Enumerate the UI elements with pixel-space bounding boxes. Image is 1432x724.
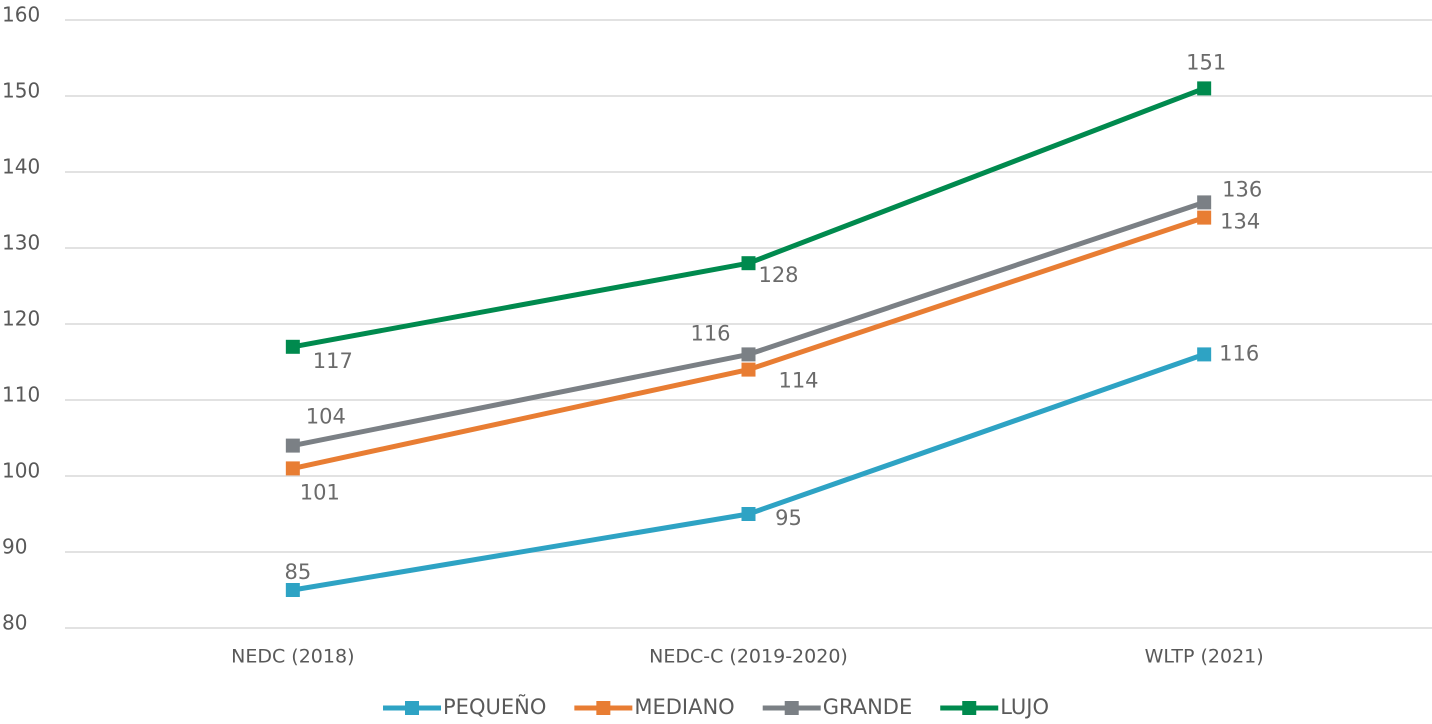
legend-label: PEQUEÑO (443, 693, 546, 719)
data-label: 116 (1219, 341, 1259, 365)
series-line (292, 86, 1206, 350)
point-marker (285, 583, 300, 597)
x-tick-label: NEDC-C (2019-2020) (649, 646, 848, 668)
point-marker (1197, 195, 1212, 210)
data-label: 117 (313, 349, 353, 373)
y-tick-label: 80 (2, 611, 27, 635)
legend-label: LUJO (1000, 695, 1049, 719)
data-label: 128 (758, 263, 798, 287)
data-label: 116 (690, 321, 730, 345)
y-tick-label: 110 (2, 383, 40, 407)
y-tick-label: 100 (2, 459, 40, 483)
legend-marker (596, 701, 611, 715)
x-tick-label: NEDC (2018) (231, 646, 354, 668)
y-tick-label: 150 (2, 79, 40, 103)
y-tick-label: 140 (2, 155, 40, 179)
point-marker (741, 362, 756, 377)
point-marker (741, 507, 756, 521)
y-tick-label: 160 (2, 3, 40, 27)
y-tick-label: 90 (2, 535, 27, 559)
legend-label: MEDIANO (634, 695, 734, 719)
legend-marker (405, 701, 420, 715)
data-label: 114 (778, 369, 818, 393)
y-tick-label: 130 (2, 231, 40, 255)
legend-label: GRANDE (823, 695, 913, 719)
data-label: 134 (1220, 210, 1260, 234)
point-marker (285, 339, 300, 354)
point-marker (285, 438, 300, 453)
data-label: 95 (775, 506, 802, 530)
data-label: 101 (300, 480, 340, 504)
series-line (292, 215, 1205, 471)
data-label: 136 (1222, 177, 1262, 201)
data-label: 85 (284, 560, 311, 584)
y-tick-label: 120 (2, 307, 40, 331)
series-line (292, 352, 1205, 593)
x-tick-label: WLTP (2021) (1145, 646, 1264, 668)
point-marker (1197, 210, 1212, 225)
data-label: 151 (1186, 50, 1226, 74)
point-marker (741, 256, 756, 271)
point-marker (741, 347, 756, 362)
legend-marker (962, 701, 977, 715)
legend: PEQUEÑO MEDIANO GRANDE LUJO (383, 693, 1049, 719)
point-marker (1197, 81, 1212, 96)
point-marker (1197, 347, 1212, 362)
data-label: 104 (306, 405, 346, 429)
legend-marker (784, 701, 799, 715)
point-marker (285, 461, 300, 476)
